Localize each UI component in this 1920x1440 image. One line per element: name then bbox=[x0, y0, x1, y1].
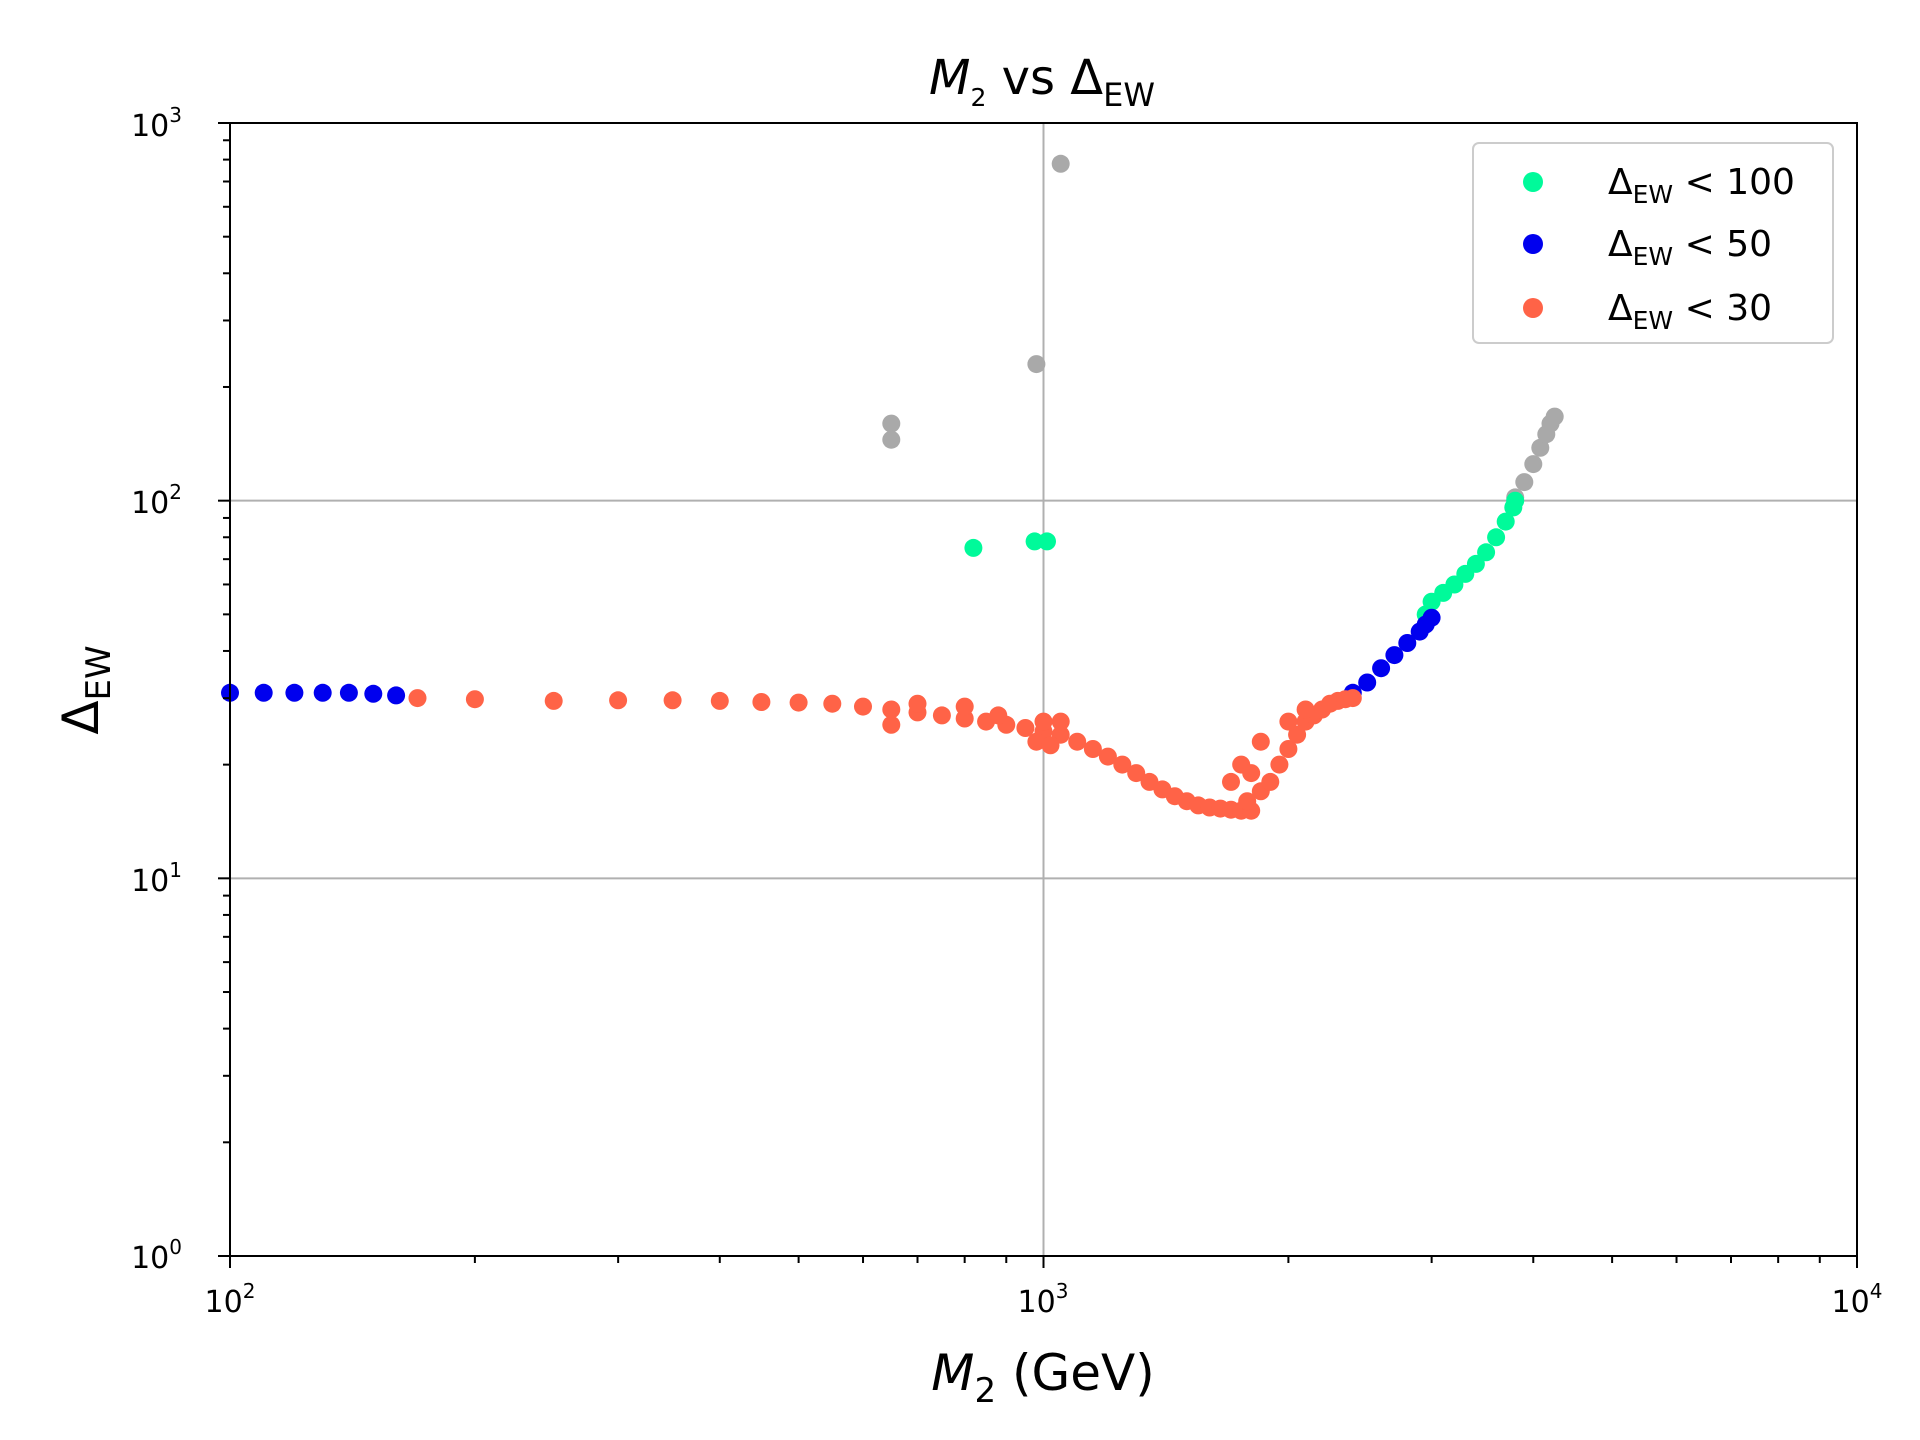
scatter-point bbox=[609, 691, 628, 710]
scatter-point bbox=[1288, 725, 1307, 744]
scatter-point bbox=[1531, 438, 1550, 457]
scatter-point bbox=[882, 700, 901, 719]
scatter-point bbox=[1506, 491, 1525, 510]
y-tick-label-1: 100 bbox=[131, 1235, 182, 1276]
x-axis-title: M2 (GeV) bbox=[931, 1344, 1154, 1411]
scatter-point bbox=[823, 694, 842, 713]
scatter-point bbox=[387, 686, 406, 705]
scatter-point bbox=[1027, 355, 1046, 374]
scatter-point bbox=[1027, 732, 1046, 751]
scatter-point bbox=[313, 683, 332, 702]
x-tick-label-10000: 104 bbox=[1832, 1279, 1883, 1320]
scatter-point bbox=[1477, 543, 1496, 562]
scatter-point bbox=[908, 694, 927, 713]
scatter-point bbox=[955, 697, 974, 716]
y-axis-title: ΔEW bbox=[52, 645, 119, 734]
scatter-point bbox=[1041, 736, 1060, 755]
scatter-point bbox=[1545, 407, 1564, 426]
scatter-point bbox=[1127, 764, 1146, 783]
scatter-point bbox=[408, 689, 427, 708]
scatter-point bbox=[663, 691, 682, 710]
scatter-point bbox=[1496, 512, 1515, 531]
scatter-point bbox=[544, 691, 563, 710]
scatter-point bbox=[1487, 528, 1506, 547]
scatter-point bbox=[1466, 554, 1485, 573]
scatter-point bbox=[854, 697, 872, 716]
scatter-point bbox=[989, 706, 1008, 725]
scatter-point bbox=[964, 538, 983, 557]
scatter-point bbox=[285, 683, 304, 702]
scatter-point bbox=[1038, 532, 1056, 551]
y-tick-label-10: 101 bbox=[131, 858, 182, 899]
y-tick-label-1000: 103 bbox=[131, 103, 182, 144]
scatter-point bbox=[882, 430, 901, 449]
legend-marker-lt30 bbox=[1523, 298, 1543, 318]
x-tick-label-1000: 103 bbox=[1018, 1279, 1069, 1320]
scatter-points-layer bbox=[221, 154, 1564, 820]
scatter-point bbox=[1385, 646, 1404, 665]
scatter-point bbox=[1068, 732, 1087, 751]
legend-marker-lt100 bbox=[1523, 172, 1543, 192]
scatter-point bbox=[1261, 772, 1280, 791]
scatter-point bbox=[364, 684, 383, 703]
series-0 bbox=[882, 154, 1564, 507]
scatter-point bbox=[1083, 740, 1102, 758]
scatter-point bbox=[1524, 455, 1543, 474]
scatter-point bbox=[1358, 673, 1377, 692]
scatter-point bbox=[254, 683, 273, 702]
legend-label-lt50: ΔEW < 50 bbox=[1608, 224, 1772, 271]
scatter-point bbox=[1279, 740, 1298, 758]
scatter-point bbox=[1113, 755, 1132, 774]
legend-box bbox=[1472, 142, 1834, 344]
scatter-point bbox=[882, 414, 901, 433]
scatter-point bbox=[1422, 608, 1441, 627]
ticks-layer bbox=[218, 122, 1858, 1268]
scatter-point bbox=[932, 706, 951, 725]
scatter-point bbox=[1279, 712, 1298, 731]
scatter-point bbox=[1251, 732, 1270, 751]
series-1 bbox=[964, 491, 1525, 624]
legend-label-lt100: ΔEW < 100 bbox=[1608, 162, 1795, 209]
scatter-point bbox=[710, 691, 729, 710]
scatter-point bbox=[1025, 532, 1044, 551]
scatter-point bbox=[1238, 792, 1257, 811]
scatter-point bbox=[1051, 154, 1070, 173]
scatter-point bbox=[1051, 712, 1070, 731]
legend: ΔEW < 100 ΔEW < 50 ΔEW < 30 bbox=[1472, 142, 1834, 344]
scatter-point bbox=[465, 690, 484, 709]
grid-layer bbox=[230, 123, 1857, 1256]
scatter-point bbox=[1296, 700, 1315, 719]
y-tick-label-100: 102 bbox=[131, 480, 182, 521]
scatter-point bbox=[1098, 747, 1117, 766]
scatter-point bbox=[882, 715, 901, 734]
scatter-point bbox=[1398, 634, 1417, 652]
scatter-point bbox=[339, 683, 358, 702]
scatter-point bbox=[1222, 772, 1240, 791]
series-3 bbox=[408, 689, 1362, 820]
scatter-point bbox=[1270, 755, 1289, 774]
x-tick-label-100: 102 bbox=[205, 1279, 256, 1320]
scatter-point bbox=[1343, 689, 1362, 708]
scatter-point bbox=[1242, 764, 1261, 783]
scatter-point bbox=[1034, 712, 1053, 731]
scatter-point bbox=[1372, 659, 1391, 678]
scatter-point bbox=[789, 693, 808, 712]
legend-label-lt30: ΔEW < 30 bbox=[1608, 288, 1772, 335]
scatter-point bbox=[1016, 719, 1035, 737]
scatter-point bbox=[1515, 473, 1534, 492]
chart-title: M2 vs ΔEW bbox=[929, 50, 1155, 114]
scatter-point bbox=[752, 693, 771, 711]
legend-marker-lt50 bbox=[1523, 234, 1543, 254]
